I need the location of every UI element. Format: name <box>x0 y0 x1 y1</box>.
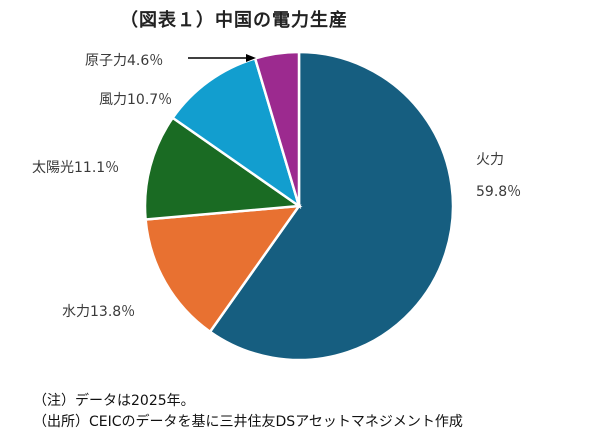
label-hydro: 水力13.8％ <box>62 304 136 320</box>
arrow-head-icon <box>246 54 256 62</box>
label-wind: 風力10.7％ <box>99 92 173 108</box>
chart-title: （図表１）中国の電力生産 <box>120 10 348 31</box>
label-thermal-value: 59.8％ <box>476 184 522 200</box>
note-text: （注）データは2025年。 <box>33 393 195 409</box>
pie-slices <box>143 50 455 362</box>
label-nuclear: 原子力4.6％ <box>85 53 164 69</box>
source-text: （出所）CEICのデータを基に三井住友DSアセットマネジメント作成 <box>33 414 463 430</box>
pie-slice-0 <box>208 50 455 362</box>
footnotes: （注）データは2025年。 （出所）CEICのデータを基に三井住友DSアセットマ… <box>33 391 463 433</box>
pie-slice-2 <box>143 116 303 221</box>
label-thermal-name: 火力 <box>476 152 504 168</box>
label-solar: 太陽光11.1％ <box>32 160 120 176</box>
pie-slice-4 <box>253 50 301 207</box>
pie-slice-1 <box>144 204 302 334</box>
